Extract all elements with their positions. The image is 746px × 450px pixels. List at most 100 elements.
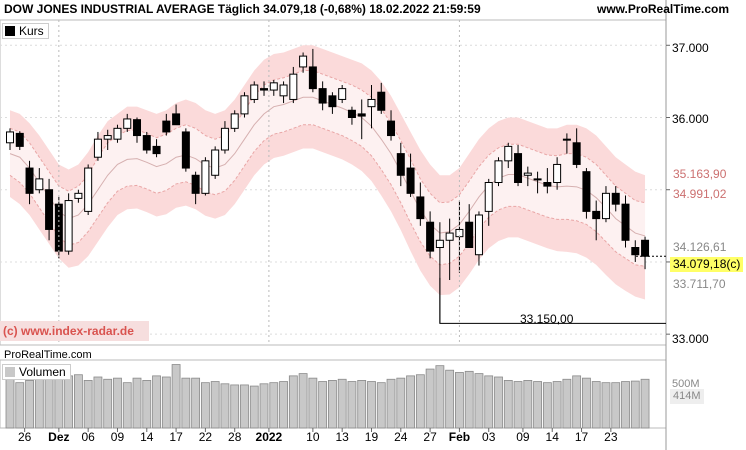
x-tick-label: 2022 [255,430,283,444]
lower-outer-band [10,124,646,300]
volume-bar [93,376,103,429]
volume-bar [210,381,220,429]
volume-bar [425,368,435,429]
site-url[interactable]: www.ProRealTime.com [597,2,730,16]
volume-bar [122,382,132,429]
volume-bar [15,382,25,429]
volume-bar [494,376,503,429]
volume-bar [640,378,650,429]
volume-bar [621,381,630,429]
volume-bar [542,382,552,429]
x-tick-label: 23 [604,430,618,444]
x-tick-label: 26 [17,430,32,444]
volume-bar [279,381,288,429]
candle [279,84,288,97]
candle [6,131,14,144]
x-tick-label: 14 [140,430,154,444]
candle [396,153,405,176]
x-tick-label: 10 [306,430,320,444]
volume-bar [191,377,201,429]
x-tick-label: Feb [448,430,471,444]
watermark: (c) www.index-radar.de [0,321,149,341]
volume-scale-label: 500M [672,378,700,390]
candle [289,73,298,100]
volume-bar [582,377,591,429]
volume-bar [591,381,601,429]
volume-bar [230,384,240,429]
volume-bar [435,365,445,429]
candle [84,167,93,212]
candle [631,247,640,256]
volume-bar [386,378,396,429]
candle [357,113,366,117]
volume-bar [73,374,83,429]
candle [347,109,356,119]
candle [260,88,269,91]
candle [553,163,562,183]
volume-bar [240,384,249,429]
candle [338,88,347,100]
volume-bar [601,382,611,429]
lower-inner-band-line [9,124,646,267]
candle [328,95,337,108]
candle [142,135,151,151]
candle [523,172,532,176]
candle [211,149,220,176]
y-tick-label: 37.000 [672,41,709,55]
volume-bar [562,378,572,429]
candle [641,239,650,257]
volume-bar [308,377,318,429]
volume-bar [533,381,542,429]
candle [562,138,571,141]
y-tick-label: 36.000 [672,112,709,126]
candle [533,178,542,181]
candle [93,138,102,158]
candle [35,178,44,191]
candle [308,66,317,90]
candle [474,214,483,256]
volume-bar [455,372,464,429]
candle [172,113,181,126]
volume-legend: Volumen [2,364,71,380]
x-tick-label: 24 [394,430,408,444]
x-tick-label: 06 [81,430,95,444]
candle [250,84,259,100]
volume-bar [415,374,425,429]
candle [592,210,601,220]
candle [611,192,620,205]
y-tick-label: 33.000 [672,332,709,346]
candle [621,203,630,241]
band-midline [9,96,646,237]
candle [377,91,386,111]
volume-bar [298,373,308,429]
candle [572,142,581,165]
price-legend: Kurs [2,23,49,39]
volume-bar [396,377,406,429]
volume-bar [171,364,181,429]
candle [484,182,493,212]
volume-bar [259,383,269,429]
candle [445,232,454,241]
volume-bar [249,385,259,429]
volume-bar [406,375,415,429]
volume-bar [25,379,34,429]
candle [387,120,396,137]
candle [426,221,435,252]
volume-bar [181,377,191,429]
volume-bar [474,373,484,429]
volume-bar [200,382,210,429]
price-legend-label: Kurs [19,24,44,38]
candle [25,167,34,194]
volume-bar [5,378,15,429]
candle [494,160,503,183]
volume-bar [337,378,347,429]
inner-band [10,70,646,267]
chart-title: DOW JONES INDUSTRIAL AVERAGE Täglich 34.… [4,2,481,16]
volume-bar [288,375,298,429]
candle [45,189,54,230]
volume-bar [132,377,142,429]
x-tick-label: 27 [423,430,437,444]
volume-bar [572,375,582,429]
x-tick-label: 14 [545,430,559,444]
candle [543,182,552,187]
